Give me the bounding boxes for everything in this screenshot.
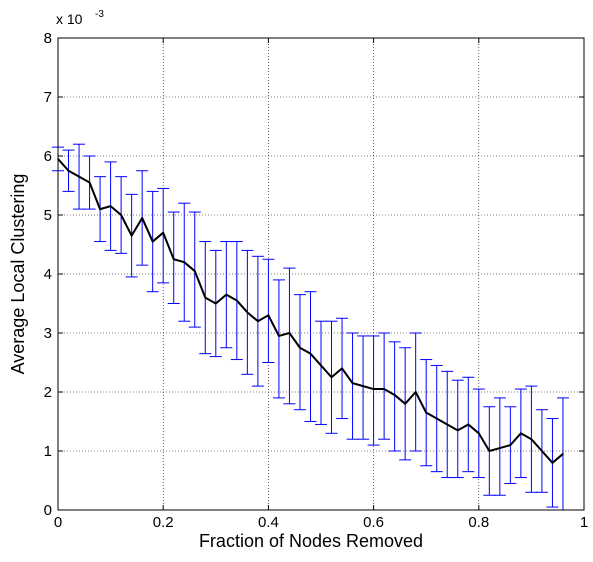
x-tick-label: 0.2 [153, 514, 174, 531]
data-point [257, 320, 259, 323]
data-point [467, 423, 470, 426]
data-point [414, 391, 417, 393]
data-point [267, 314, 270, 317]
data-points [57, 158, 564, 464]
data-point [372, 388, 375, 390]
data-point [435, 417, 438, 420]
data-point [120, 214, 122, 216]
y-tick-label: 2 [44, 384, 52, 401]
x-axis-title: Fraction of Nodes Removed [199, 531, 423, 551]
y-tick-label: 7 [44, 89, 52, 106]
data-point [278, 335, 280, 337]
data-point [446, 423, 449, 426]
data-point [541, 450, 543, 452]
y-tick-label: 3 [44, 325, 52, 342]
data-point [520, 432, 522, 435]
data-point [151, 240, 154, 243]
data-point [309, 352, 312, 355]
data-point [425, 411, 428, 414]
data-point [67, 169, 70, 172]
data-point [362, 385, 364, 387]
data-point [141, 217, 143, 219]
y-axis-title: Average Local Clustering [8, 174, 28, 375]
data-point [478, 432, 480, 435]
data-point [383, 388, 385, 390]
data-point [236, 299, 238, 302]
y-exponent-power: -3 [95, 9, 104, 20]
x-tick-label: 0.8 [468, 514, 489, 531]
data-point [499, 447, 501, 449]
data-point [204, 296, 207, 299]
data-point [215, 302, 217, 305]
data-point [562, 453, 564, 455]
y-tick-label: 0 [44, 502, 52, 519]
x-tick-label: 0.6 [363, 514, 384, 531]
data-point [172, 258, 175, 261]
data-point [88, 181, 91, 184]
y-exponent-label: x 10 [56, 11, 83, 27]
y-tick-label: 4 [44, 266, 52, 283]
data-point [225, 293, 228, 296]
data-point [162, 231, 164, 234]
data-point [183, 261, 186, 264]
data-point [404, 403, 406, 405]
data-point [456, 429, 459, 432]
data-point [78, 175, 80, 178]
data-point [109, 205, 112, 207]
data-point [488, 450, 491, 452]
x-tick-label: 0 [54, 514, 62, 531]
data-point [130, 234, 133, 237]
data-point [393, 394, 396, 396]
data-point [330, 376, 333, 379]
y-tick-label: 6 [44, 148, 52, 165]
x-tick-label: 0.4 [258, 514, 279, 531]
y-tick-label: 5 [44, 207, 52, 224]
data-point [246, 311, 249, 314]
y-tick-label: 8 [44, 30, 52, 47]
data-point [288, 332, 291, 334]
y-tick-label: 1 [44, 443, 52, 460]
data-point [299, 346, 301, 349]
data-point [99, 208, 101, 210]
data-point [320, 364, 322, 367]
data-point [509, 444, 512, 446]
data-point [193, 270, 196, 272]
x-tick-label: 1 [580, 514, 588, 531]
data-point [341, 367, 343, 370]
data-point [551, 462, 554, 464]
data-point [351, 382, 354, 384]
data-point [530, 438, 533, 441]
